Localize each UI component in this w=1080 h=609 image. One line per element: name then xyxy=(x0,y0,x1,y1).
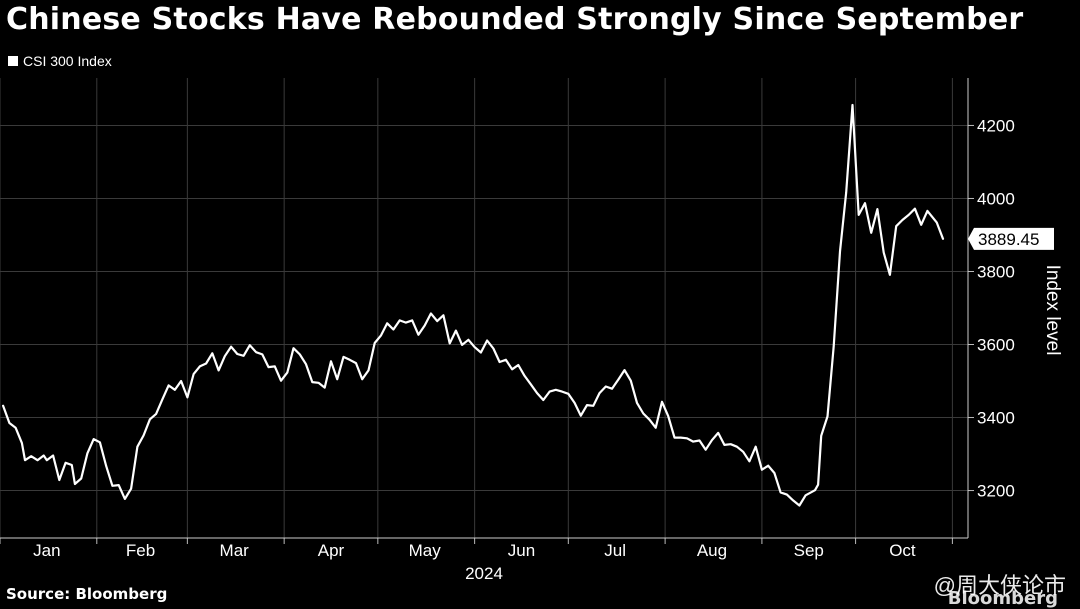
last-value-label: 3889.45 xyxy=(978,230,1039,249)
brand-logo: Bloomberg xyxy=(947,588,1058,609)
legend: CSI 300 Index xyxy=(8,53,112,69)
axes xyxy=(0,78,974,544)
x-tick-label: Apr xyxy=(318,541,345,560)
y-axis-title: Index level xyxy=(1042,264,1063,356)
x-tick-label: Jun xyxy=(508,541,535,560)
x-tick-label: Sep xyxy=(794,541,824,560)
x-tick-label: Mar xyxy=(220,541,250,560)
series xyxy=(1,103,945,507)
x-tick-label: Jul xyxy=(604,541,626,560)
last-value-flag xyxy=(968,227,1054,250)
watermark: @周大侠论市 xyxy=(933,573,1066,598)
x-tick-label: Oct xyxy=(889,541,916,560)
y-tick-label: 3800 xyxy=(977,262,1015,281)
chart-title: Chinese Stocks Have Rebounded Strongly S… xyxy=(6,2,1024,37)
series-line-csi-300 xyxy=(1,103,945,507)
x-tick-label: Feb xyxy=(126,541,155,560)
x-year-label: 2024 xyxy=(465,564,503,583)
y-tick-label: 3600 xyxy=(977,336,1015,355)
source-note: Source: Bloomberg xyxy=(6,585,168,603)
x-tick-label: Jan xyxy=(33,541,60,560)
legend-swatch xyxy=(8,56,18,66)
x-tick-label: Aug xyxy=(697,541,727,560)
y-tick-label: 3200 xyxy=(977,482,1015,501)
grid xyxy=(0,78,968,538)
x-tick-label: May xyxy=(409,541,442,560)
y-tick-label: 4200 xyxy=(977,116,1015,135)
ticks: 3200 3400 3600 3800 4000 4200 Jan Feb Mar Apr May J… xyxy=(33,116,1015,583)
y-tick-label: 3400 xyxy=(977,409,1015,428)
legend-label: CSI 300 Index xyxy=(23,53,112,69)
y-tick-label: 4000 xyxy=(977,189,1015,208)
last-value-callout: 3889.45 xyxy=(968,227,1054,250)
